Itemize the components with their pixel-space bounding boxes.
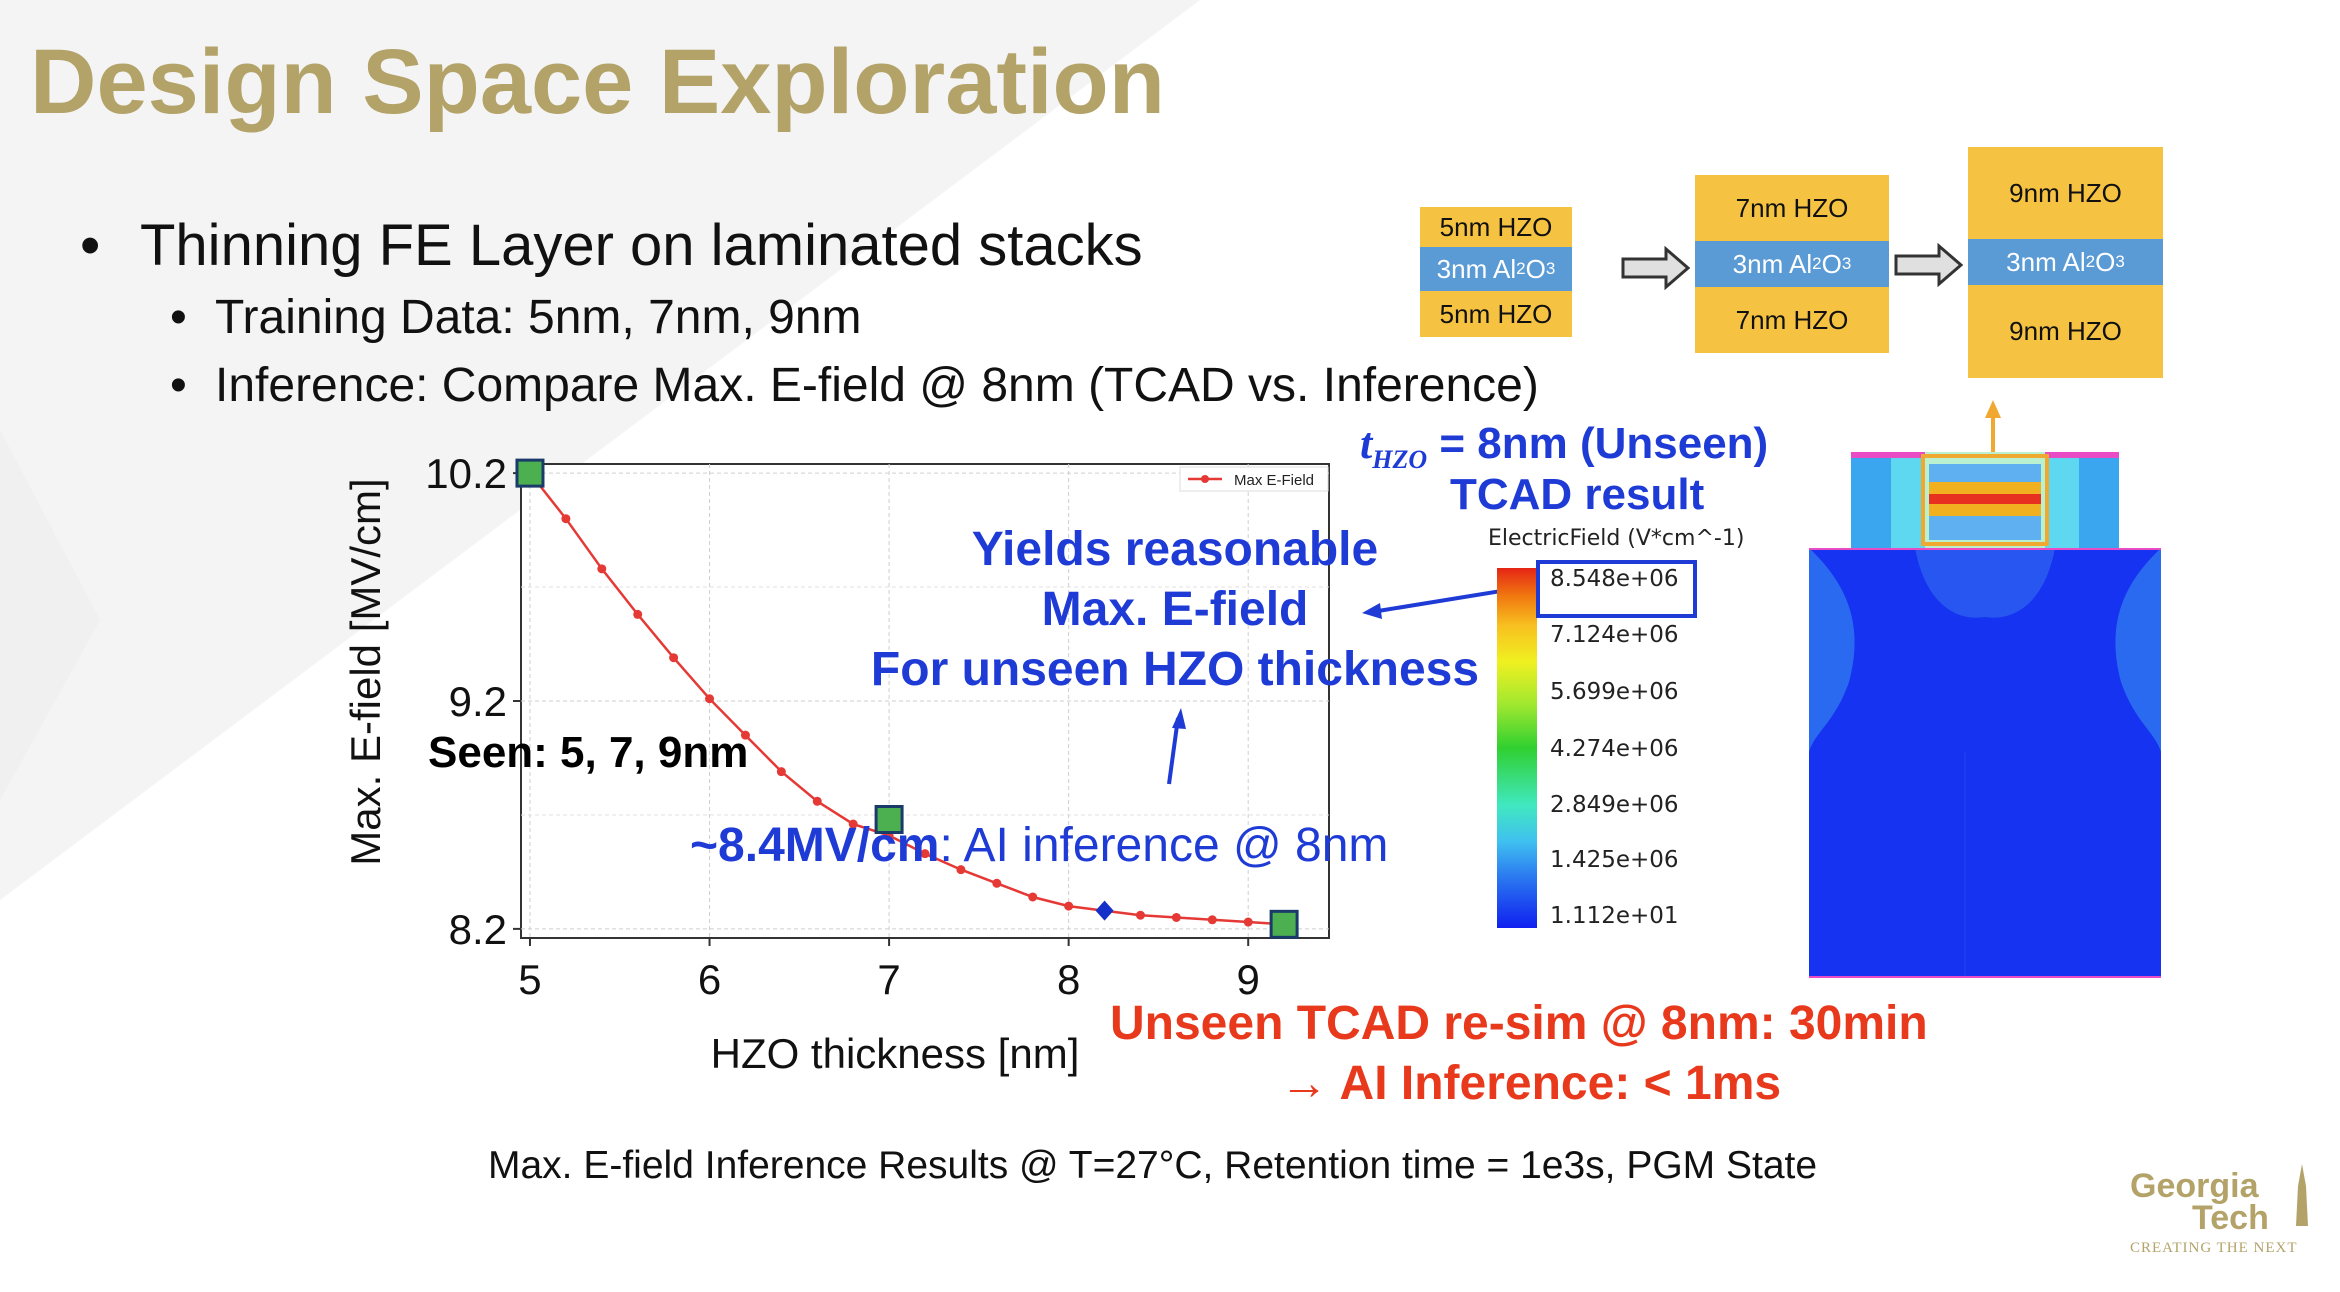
series-point xyxy=(1243,917,1253,927)
series-point xyxy=(1207,915,1217,925)
yields-arrow-shaft xyxy=(1167,717,1180,785)
y-tick-label: 8.2 xyxy=(449,906,507,953)
series-point xyxy=(669,653,679,663)
colorbar-tick-5: 1.425e+06 xyxy=(1550,847,1679,873)
logo-tagline: CREATING THE NEXT xyxy=(2130,1240,2298,1256)
yields-line-1: Yields reasonable xyxy=(971,523,1379,576)
y-tick-label: 10.2 xyxy=(425,450,507,497)
inference-point-marker xyxy=(1095,900,1114,921)
colorbar-tick-2: 5.699e+06 xyxy=(1550,679,1679,705)
bullet-training-text: Training Data: 5nm, 7nm, 9nm xyxy=(215,291,862,344)
seen-points xyxy=(515,458,1299,939)
series-point xyxy=(848,819,858,829)
tcad-result-label: TCAD result xyxy=(1450,470,1705,519)
colorbar-tick-0: 8.548e+06 xyxy=(1550,566,1679,592)
stack-9nm-top: 9nm HZO xyxy=(1968,147,2163,239)
colorbar-tick-4: 2.849e+06 xyxy=(1550,792,1679,818)
stack-7nm-mid: 3nm Al 2 O 3 xyxy=(1695,241,1889,287)
series-point xyxy=(1135,910,1145,920)
stack-arrow-2 xyxy=(1894,242,1964,288)
tcad-simulation-image xyxy=(1809,452,2161,978)
logo-line-1: Georgia xyxy=(2130,1167,2259,1205)
colorbar-highlight-box xyxy=(1536,560,1697,618)
series-point xyxy=(561,514,571,524)
bullet-main: • Thinning FE Layer on laminated stacks xyxy=(80,213,1143,278)
stack-9nm-bottom: 9nm HZO xyxy=(1968,285,2163,378)
bullet-training: • Training Data: 5nm, 7nm, 9nm xyxy=(170,291,862,344)
tower-icon xyxy=(2296,1164,2308,1226)
x-tick-label: 8 xyxy=(1057,956,1080,1003)
x-tick-label: 6 xyxy=(698,956,721,1003)
stack-arrow-1 xyxy=(1621,245,1691,291)
series-point xyxy=(992,878,1002,888)
series-point xyxy=(812,796,822,806)
stack-7nm-bottom: 7nm HZO xyxy=(1695,287,1889,353)
seen-point-marker xyxy=(874,805,904,834)
series-point xyxy=(956,865,966,875)
series-point xyxy=(740,730,750,740)
colorbar-title: ElectricField (V*cm^-1) xyxy=(1488,526,1745,551)
seen-point-marker xyxy=(1269,909,1299,939)
colorbar-tick-6: 1.112e+01 xyxy=(1550,903,1679,929)
inference-annotation: ~8.4MV/cm: AI inference @ 8nm xyxy=(690,819,1389,872)
stack-7nm-top: 7nm HZO xyxy=(1695,175,1889,241)
x-tick-label: 7 xyxy=(877,956,900,1003)
seen-annotation: Seen: 5, 7, 9nm xyxy=(428,728,749,777)
stack-5nm-top: 5nm HZO xyxy=(1420,207,1572,247)
bullet-inference: • Inference: Compare Max. E-field @ 8nm (… xyxy=(170,359,1539,412)
seen-point-marker xyxy=(515,458,545,488)
efield-series-line xyxy=(529,472,1285,926)
stack-5nm-bottom: 5nm HZO xyxy=(1420,291,1572,337)
series-point xyxy=(633,609,643,619)
yields-annotation: Yields reasonable Max. E-field For unsee… xyxy=(855,520,1495,700)
bullet-inference-text: Inference: Compare Max. E-field @ 8nm (T… xyxy=(215,359,1539,412)
series-point xyxy=(1064,901,1074,911)
bullet-main-text: Thinning FE Layer on laminated stacks xyxy=(140,213,1143,278)
stack-5nm-mid: 3nm Al 2 O 3 xyxy=(1420,247,1572,291)
slide-title: Design Space Exploration xyxy=(30,31,1165,133)
inference-point xyxy=(1095,900,1114,921)
georgia-tech-logo: Georgia Tech CREATING THE NEXT xyxy=(2130,1167,2330,1257)
series-point xyxy=(776,767,786,777)
x-tick-label: 5 xyxy=(518,956,541,1003)
series-point xyxy=(705,694,715,704)
series-point xyxy=(597,564,607,574)
yields-arrow-head xyxy=(1172,708,1186,729)
chart-legend: Max E-Field xyxy=(1179,466,1329,492)
unseen-title: tHZO = 8nm (Unseen) xyxy=(1360,419,1769,474)
grid-lines xyxy=(521,464,1329,938)
yields-line-2: Max. E-field xyxy=(1041,583,1309,636)
logo-line-2: Tech xyxy=(2192,1199,2269,1237)
series-point xyxy=(920,849,930,859)
colorbar-tick-3: 4.274e+06 xyxy=(1550,736,1679,762)
ai-inference-annotation: → AI Inference: < 1ms xyxy=(1280,1057,1782,1110)
colorbar-arrow-head xyxy=(1362,603,1382,619)
colorbar-tick-1: 7.124e+06 xyxy=(1550,622,1679,648)
series-point xyxy=(1171,912,1181,922)
slide-caption: Max. E-field Inference Results @ T=27°C,… xyxy=(488,1144,1818,1187)
yields-line-3: For unseen HZO thickness xyxy=(870,643,1480,696)
y-tick-label: 9.2 xyxy=(449,678,507,725)
axis-ticks: 5 6 7 8 9 8.2 9.2 10.2 xyxy=(425,450,1260,1003)
stack-callout-head xyxy=(1985,400,2001,418)
y-axis-label: Max. E-field [MV/cm] xyxy=(342,478,389,865)
x-tick-label: 9 xyxy=(1237,956,1260,1003)
series-point xyxy=(1028,892,1038,902)
stack-9nm-mid: 3nm Al 2 O 3 xyxy=(1968,239,2163,285)
resim-annotation: Unseen TCAD re-sim @ 8nm: 30min xyxy=(1110,997,1928,1050)
colorbar-gradient xyxy=(1497,568,1537,928)
x-axis-label: HZO thickness [nm] xyxy=(711,1030,1080,1077)
legend-label: Max E-Field xyxy=(1234,472,1314,489)
